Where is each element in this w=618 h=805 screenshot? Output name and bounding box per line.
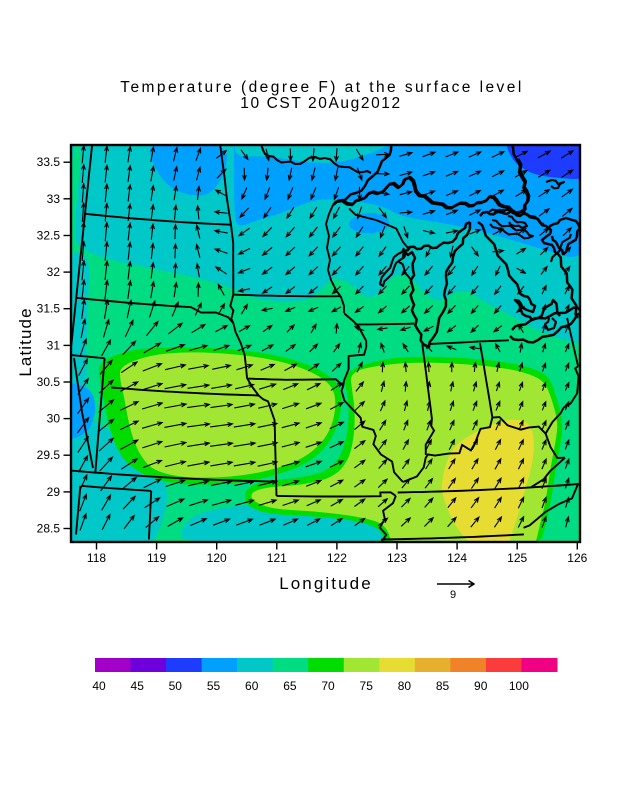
svg-text:65: 65	[283, 679, 297, 693]
svg-text:85: 85	[436, 679, 450, 693]
svg-text:75: 75	[360, 679, 374, 693]
svg-text:126: 126	[567, 551, 587, 565]
svg-text:33.5: 33.5	[37, 155, 61, 169]
svg-text:Temperature (degree F) at the: Temperature (degree F) at the surface le…	[120, 79, 523, 96]
svg-text:45: 45	[131, 679, 145, 693]
svg-text:30: 30	[47, 412, 61, 426]
svg-text:125: 125	[507, 551, 527, 565]
svg-text:80: 80	[398, 679, 412, 693]
svg-text:28.5: 28.5	[37, 522, 61, 536]
svg-text:10 CST 20Aug2012: 10 CST 20Aug2012	[240, 95, 401, 112]
svg-text:121: 121	[267, 551, 287, 565]
svg-text:29: 29	[47, 485, 61, 499]
svg-text:32: 32	[47, 265, 61, 279]
svg-text:31: 31	[47, 338, 61, 352]
svg-text:31.5: 31.5	[37, 302, 61, 316]
svg-text:Longitude: Longitude	[279, 574, 373, 593]
svg-text:119: 119	[147, 551, 166, 565]
svg-text:60: 60	[245, 679, 259, 693]
svg-text:90: 90	[474, 679, 488, 693]
svg-text:40: 40	[92, 679, 106, 693]
svg-text:118: 118	[87, 551, 106, 565]
svg-text:100: 100	[509, 679, 529, 693]
svg-text:55: 55	[207, 679, 221, 693]
svg-text:124: 124	[447, 551, 467, 565]
svg-text:120: 120	[207, 551, 227, 565]
svg-text:70: 70	[321, 679, 335, 693]
svg-text:29.5: 29.5	[37, 448, 61, 462]
svg-text:122: 122	[327, 551, 347, 565]
svg-text:50: 50	[169, 679, 183, 693]
svg-text:Latitude: Latitude	[16, 307, 35, 376]
svg-text:123: 123	[387, 551, 407, 565]
svg-text:32.5: 32.5	[37, 229, 61, 243]
svg-text:30.5: 30.5	[37, 375, 61, 389]
svg-text:33: 33	[47, 192, 61, 206]
svg-text:9: 9	[450, 589, 456, 601]
